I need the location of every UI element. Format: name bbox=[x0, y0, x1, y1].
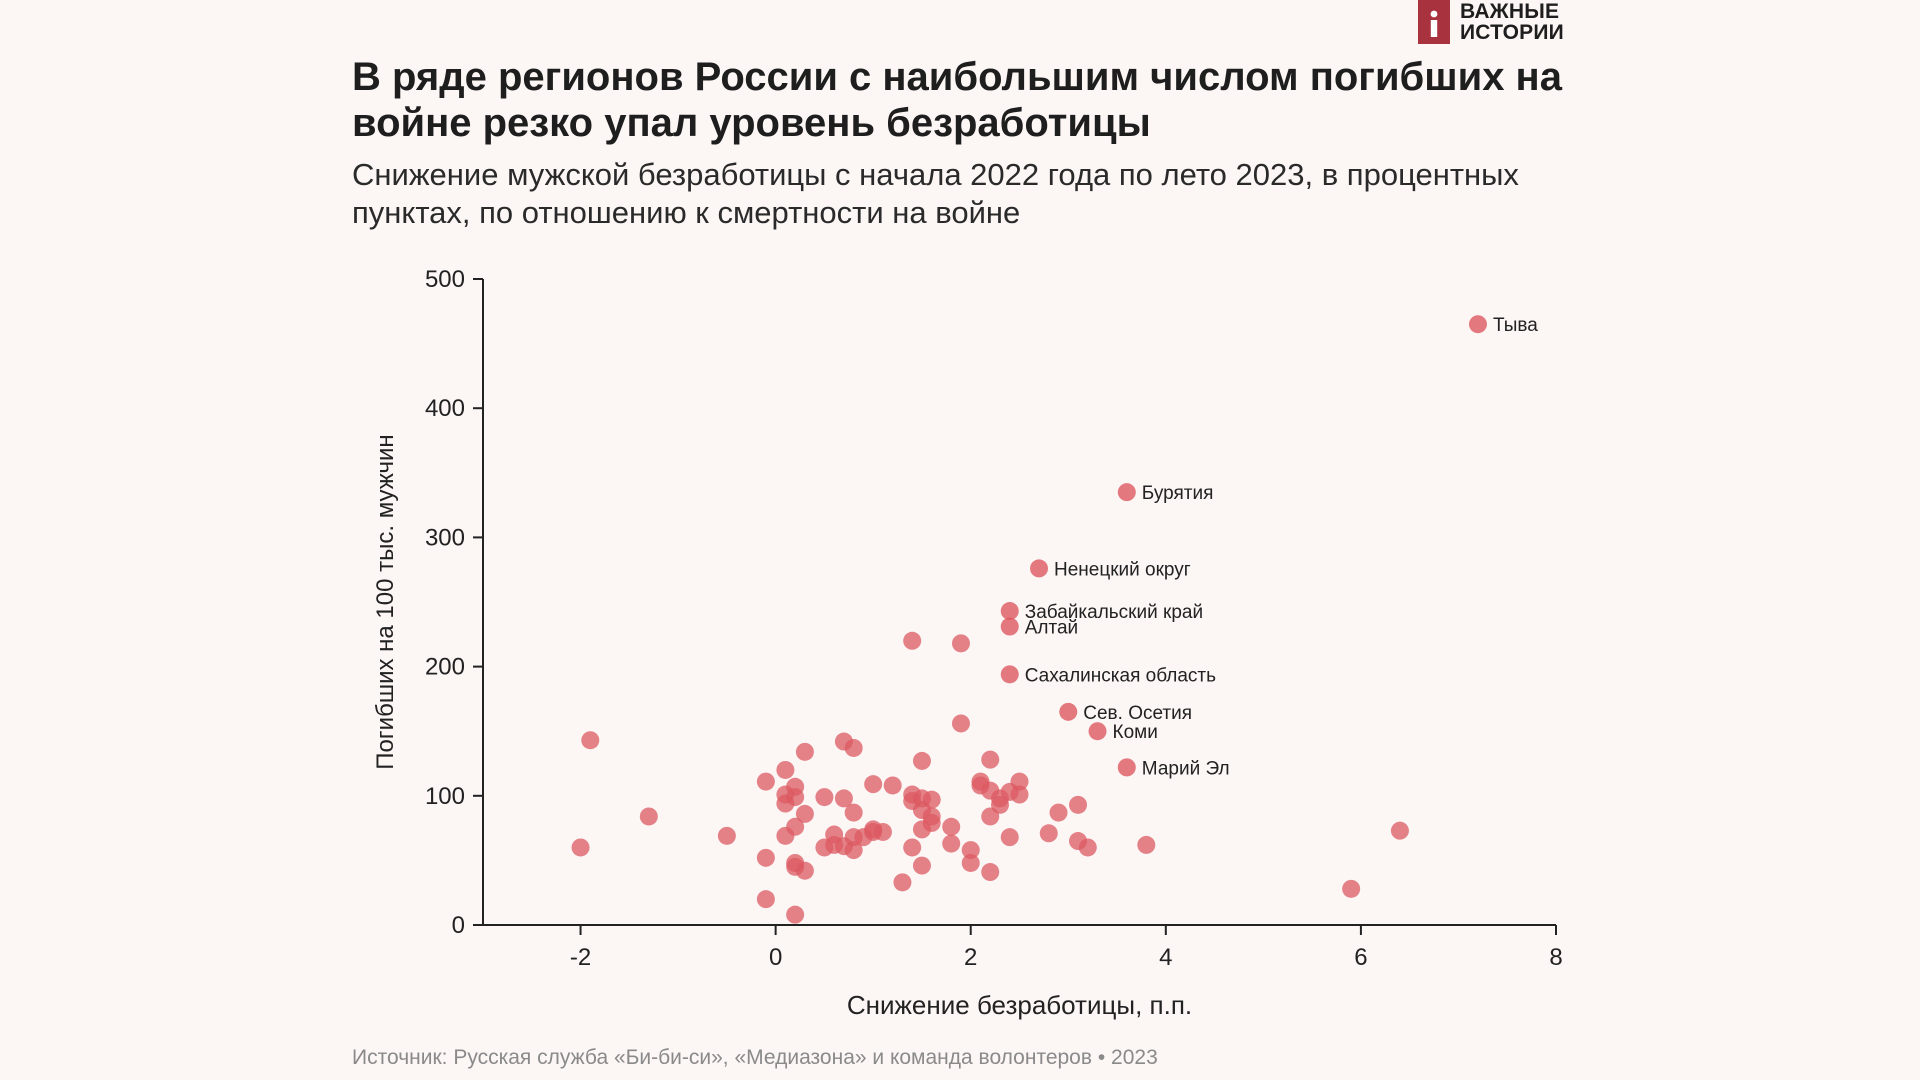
data-point bbox=[756, 772, 775, 791]
data-points bbox=[571, 315, 1487, 924]
axes: -2 0 2 4 6 8 0 100 200 300 400 500 Снижение безработ… bbox=[372, 266, 1563, 1020]
y-axis-label: Погибших на 100 тыс. мужчин bbox=[372, 434, 399, 769]
chart-title: В ряде регионов России с наибольшим числ… bbox=[352, 55, 1562, 145]
labeled-data-point bbox=[1000, 602, 1019, 621]
brand-name: ВАЖНЫЕ ИСТОРИИ bbox=[1460, 0, 1564, 43]
point-label: Ненецкий округ bbox=[1054, 559, 1191, 580]
data-point bbox=[883, 776, 902, 795]
info-icon bbox=[1418, 0, 1450, 44]
data-point bbox=[903, 631, 922, 650]
data-point bbox=[912, 820, 931, 839]
labeled-data-point bbox=[1117, 758, 1136, 777]
x-tick-label: 8 bbox=[1549, 944, 1562, 971]
data-point bbox=[834, 789, 853, 808]
x-tick-label: 2 bbox=[964, 944, 977, 971]
point-label: Тыва bbox=[1493, 315, 1538, 336]
y-tick-label: 100 bbox=[425, 783, 465, 810]
point-label: Забайкальский край bbox=[1025, 602, 1203, 623]
data-point bbox=[951, 714, 970, 733]
data-point bbox=[844, 803, 863, 822]
y-tick-label: 400 bbox=[425, 395, 465, 422]
data-point bbox=[756, 848, 775, 867]
labeled-data-point bbox=[1000, 665, 1019, 684]
data-point bbox=[912, 751, 931, 770]
point-labels: Тыва Бурятия Ненецкий округ Забайкальский к… bbox=[1025, 315, 1539, 779]
data-point bbox=[961, 853, 980, 872]
data-point bbox=[942, 817, 961, 836]
data-point bbox=[776, 826, 795, 845]
labeled-data-point bbox=[1117, 483, 1136, 502]
data-point bbox=[854, 828, 873, 847]
data-point bbox=[1342, 879, 1361, 898]
point-label: Сахалинская область bbox=[1025, 665, 1216, 686]
data-point bbox=[1010, 785, 1029, 804]
data-point bbox=[951, 634, 970, 653]
data-point bbox=[1069, 795, 1088, 814]
data-point bbox=[981, 750, 1000, 769]
data-point bbox=[795, 742, 814, 761]
chart-subtitle: Снижение мужской безработицы с начала 20… bbox=[352, 157, 1519, 230]
data-point bbox=[776, 794, 795, 813]
data-point bbox=[903, 838, 922, 857]
x-tick-label: 0 bbox=[769, 944, 782, 971]
x-axis-label: Снижение безработицы, п.п. bbox=[847, 990, 1192, 1020]
data-point bbox=[1390, 821, 1409, 840]
y-tick-label: 200 bbox=[425, 654, 465, 681]
data-point bbox=[581, 731, 600, 750]
point-label: Бурятия bbox=[1142, 483, 1214, 504]
data-point bbox=[571, 838, 590, 857]
data-point bbox=[1078, 838, 1097, 857]
point-label: Марий Эл bbox=[1142, 758, 1230, 779]
data-point bbox=[1039, 824, 1058, 843]
data-point bbox=[795, 804, 814, 823]
data-point bbox=[756, 890, 775, 909]
data-point bbox=[639, 807, 658, 826]
data-point bbox=[795, 861, 814, 880]
data-point bbox=[864, 775, 883, 794]
data-point bbox=[844, 841, 863, 860]
y-tick-label: 500 bbox=[425, 266, 465, 293]
data-point bbox=[717, 826, 736, 845]
data-point bbox=[981, 807, 1000, 826]
labeled-data-point bbox=[1000, 617, 1019, 636]
data-point bbox=[873, 822, 892, 841]
labeled-data-point bbox=[1030, 559, 1049, 578]
data-point bbox=[776, 760, 795, 779]
data-point bbox=[1137, 835, 1156, 854]
y-tick-label: 0 bbox=[452, 912, 465, 939]
data-point bbox=[942, 834, 961, 853]
data-point bbox=[786, 905, 805, 924]
point-label: Коми bbox=[1113, 722, 1158, 743]
data-point bbox=[815, 788, 834, 807]
source-note: Источник: Русская служба «Би-би-си», «Ме… bbox=[352, 1046, 1158, 1069]
data-point bbox=[1049, 803, 1068, 822]
labeled-data-point bbox=[1088, 722, 1107, 741]
brand-line-1: ВАЖНЫЕ bbox=[1460, 0, 1560, 23]
x-tick-label: -2 bbox=[570, 944, 591, 971]
x-tick-label: 6 bbox=[1354, 944, 1367, 971]
y-tick-label: 300 bbox=[425, 524, 465, 551]
labeled-data-point bbox=[1468, 315, 1487, 334]
data-point bbox=[893, 873, 912, 892]
data-point bbox=[1000, 828, 1019, 847]
data-point bbox=[912, 856, 931, 875]
data-point bbox=[844, 738, 863, 757]
brand-line-2: ИСТОРИИ bbox=[1460, 21, 1564, 44]
point-label: Алтай bbox=[1025, 618, 1078, 639]
data-point bbox=[981, 863, 1000, 882]
brand-logo[interactable]: ВАЖНЫЕ ИСТОРИИ bbox=[1418, 0, 1564, 44]
point-label: Сев. Осетия bbox=[1083, 703, 1192, 724]
data-point bbox=[961, 841, 980, 860]
x-tick-label: 4 bbox=[1159, 944, 1172, 971]
labeled-data-point bbox=[1059, 702, 1078, 721]
